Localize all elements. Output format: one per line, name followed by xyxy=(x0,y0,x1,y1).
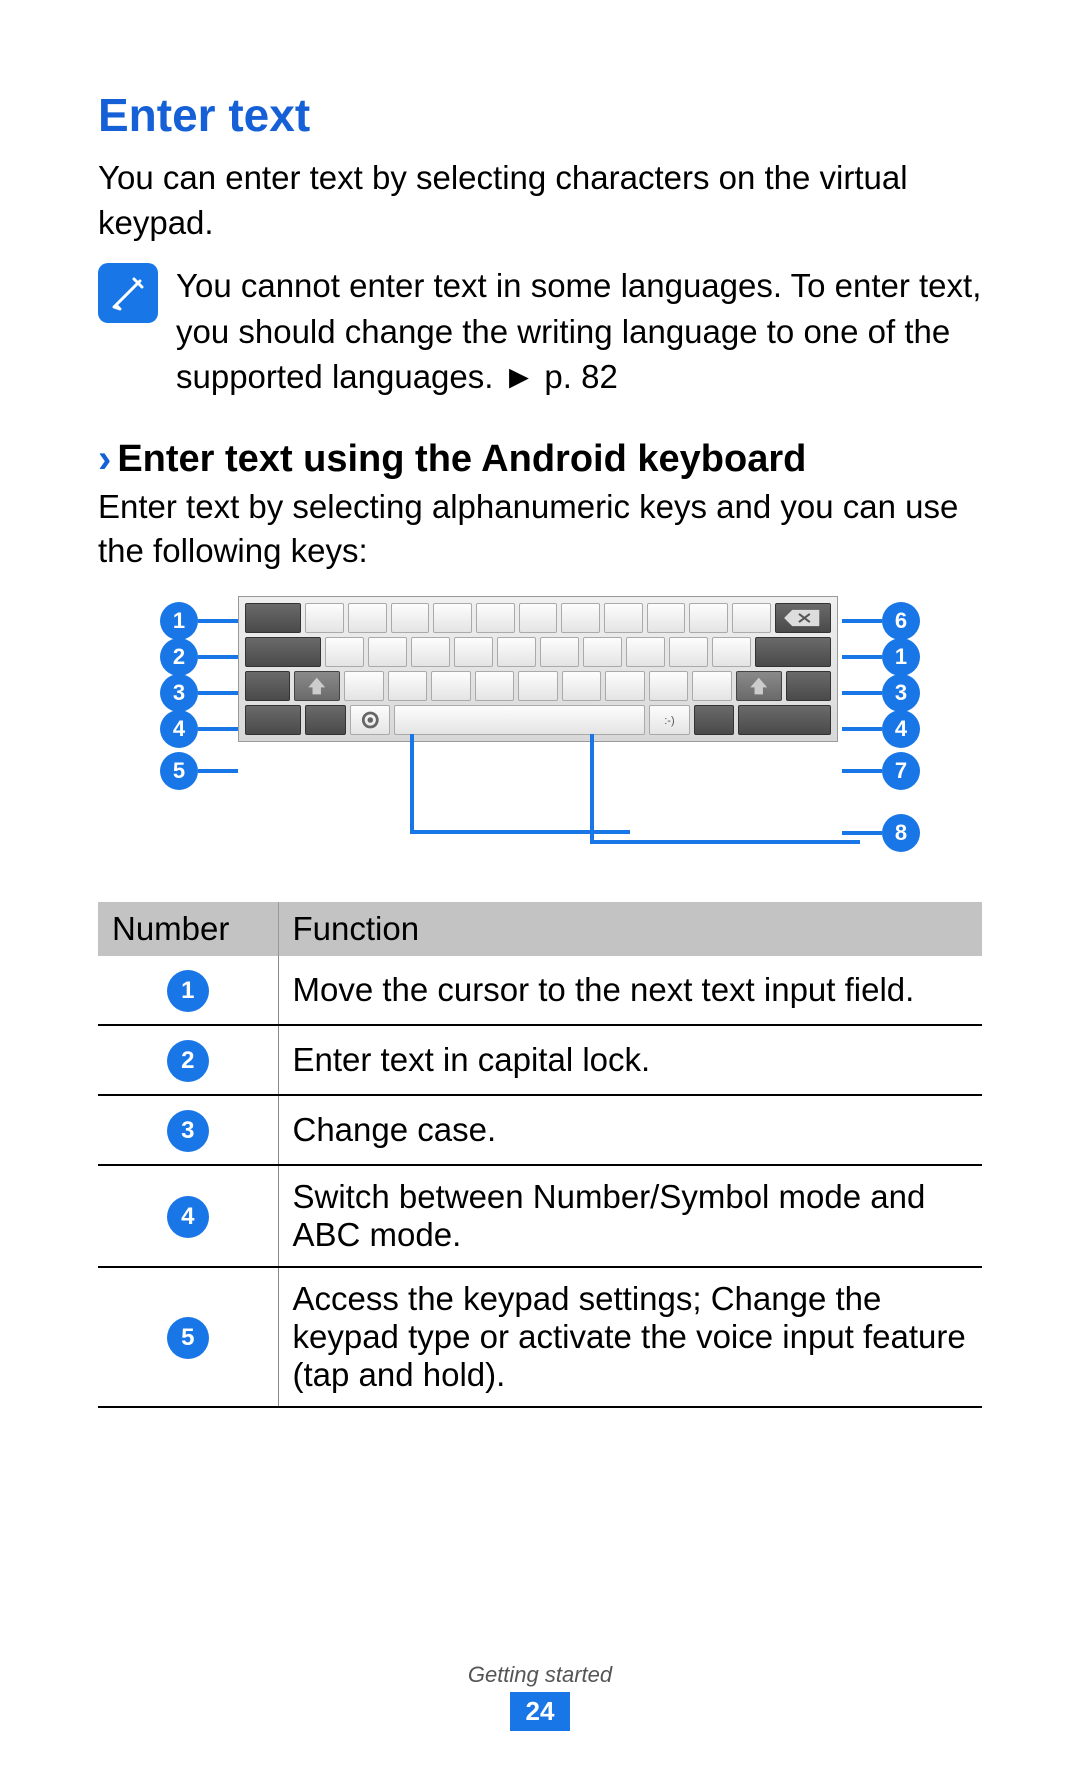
keyboard-key xyxy=(786,671,831,701)
keyboard-key xyxy=(689,603,728,633)
keyboard-key xyxy=(245,637,321,667)
keyboard-key xyxy=(775,603,831,633)
keyboard-key xyxy=(604,603,643,633)
subheading: Enter text using the Android keyboard xyxy=(117,438,806,481)
keyboard-key xyxy=(476,603,515,633)
keyboard-key xyxy=(294,671,339,701)
callout-badge: 2 xyxy=(160,638,198,676)
row-badge: 2 xyxy=(167,1040,209,1082)
row-badge: 3 xyxy=(167,1110,209,1152)
lead-text: Enter text by selecting alphanumeric key… xyxy=(98,485,982,574)
row-function: Move the cursor to the next text input f… xyxy=(278,956,982,1025)
keyboard-key xyxy=(626,637,665,667)
callout-badge: 3 xyxy=(160,674,198,712)
page-number: 24 xyxy=(510,1692,571,1731)
callout-badge: 4 xyxy=(882,710,920,748)
keyboard-key: :-) xyxy=(649,705,690,735)
keyboard-key xyxy=(562,671,602,701)
row-badge: 4 xyxy=(167,1196,209,1238)
keyboard-key xyxy=(394,705,645,735)
keyboard-key xyxy=(305,603,344,633)
keyboard-key xyxy=(305,705,346,735)
keyboard-key xyxy=(540,637,579,667)
keyboard-key xyxy=(344,671,384,701)
keyboard-key xyxy=(431,671,471,701)
keyboard-key xyxy=(738,705,831,735)
table-row: 5 Access the keypad settings; Change the … xyxy=(98,1267,982,1407)
function-table: Number Function 1 Move the cursor to the … xyxy=(98,902,982,1408)
keyboard-key xyxy=(411,637,450,667)
keyboard-key xyxy=(669,637,708,667)
chevron-icon: › xyxy=(98,439,111,479)
keyboard-key xyxy=(755,637,831,667)
keyboard-diagram: :-) 12345613478 xyxy=(160,592,920,862)
note-block: You cannot enter text in some languages.… xyxy=(98,263,982,400)
keyboard-key xyxy=(732,603,771,633)
keyboard-key xyxy=(712,637,751,667)
table-row: 2 Enter text in capital lock. xyxy=(98,1025,982,1095)
keyboard-key xyxy=(692,671,732,701)
col-function: Function xyxy=(278,902,982,956)
keyboard-key xyxy=(454,637,493,667)
note-icon xyxy=(98,263,158,323)
row-badge: 1 xyxy=(167,970,209,1012)
row-function: Access the keypad settings; Change the k… xyxy=(278,1267,982,1407)
keyboard-key xyxy=(475,671,515,701)
page-footer: Getting started 24 xyxy=(0,1662,1080,1731)
keyboard-key xyxy=(583,637,622,667)
footer-section: Getting started xyxy=(0,1662,1080,1688)
keyboard-key xyxy=(649,671,689,701)
page-title: Enter text xyxy=(98,88,982,142)
callout-badge: 5 xyxy=(160,752,198,790)
keyboard-key xyxy=(245,671,290,701)
keyboard-key xyxy=(497,637,536,667)
keyboard-key xyxy=(605,671,645,701)
intro-text: You can enter text by selecting characte… xyxy=(98,156,982,245)
keyboard-key xyxy=(694,705,735,735)
row-function: Switch between Number/Symbol mode and AB… xyxy=(278,1165,982,1267)
keyboard-key xyxy=(391,603,430,633)
callout-badge: 1 xyxy=(882,638,920,676)
keyboard-key xyxy=(368,637,407,667)
row-function: Change case. xyxy=(278,1095,982,1165)
keyboard-key xyxy=(245,603,301,633)
callout-badge: 8 xyxy=(882,814,920,852)
keyboard-key xyxy=(518,671,558,701)
row-badge: 5 xyxy=(167,1317,209,1359)
callout-badge: 1 xyxy=(160,602,198,640)
keyboard-key xyxy=(736,671,781,701)
table-row: 4 Switch between Number/Symbol mode and A… xyxy=(98,1165,982,1267)
keyboard-key xyxy=(647,603,686,633)
table-row: 3 Change case. xyxy=(98,1095,982,1165)
keyboard-key xyxy=(561,603,600,633)
callout-badge: 3 xyxy=(882,674,920,712)
callout-badge: 6 xyxy=(882,602,920,640)
note-text: You cannot enter text in some languages.… xyxy=(176,263,982,400)
keyboard-key xyxy=(433,603,472,633)
keyboard-key xyxy=(388,671,428,701)
keyboard-key xyxy=(348,603,387,633)
row-function: Enter text in capital lock. xyxy=(278,1025,982,1095)
callout-badge: 7 xyxy=(882,752,920,790)
col-number: Number xyxy=(98,902,278,956)
keyboard-key xyxy=(519,603,558,633)
keyboard-key xyxy=(245,705,301,735)
keyboard-key xyxy=(325,637,364,667)
callout-badge: 4 xyxy=(160,710,198,748)
table-row: 1 Move the cursor to the next text input … xyxy=(98,956,982,1025)
keyboard-key xyxy=(350,705,391,735)
